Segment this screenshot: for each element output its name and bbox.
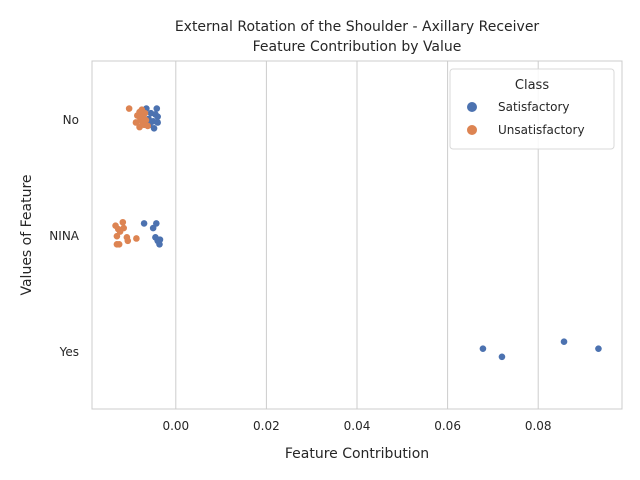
y-axis-label: Values of Feature — [19, 174, 35, 295]
point-satisfactory — [479, 345, 487, 352]
point-satisfactory — [153, 105, 161, 112]
point-satisfactory — [560, 338, 568, 346]
point-unsatisfactory — [125, 105, 133, 112]
point-unsatisfactory — [133, 235, 140, 242]
x-tick-label: 0.02 — [253, 419, 280, 433]
point-satisfactory — [498, 353, 506, 361]
y-tick-labels: No NINA Yes — [49, 113, 79, 359]
y-tick-label: Yes — [59, 345, 79, 359]
x-tick-label: 0.08 — [525, 419, 552, 433]
x-tick-labels: 0.00 0.02 0.04 0.06 0.08 — [162, 419, 551, 433]
legend-marker-unsatisfactory — [467, 125, 477, 135]
data-points — [112, 105, 602, 361]
point-unsatisfactory — [116, 228, 124, 235]
point-satisfactory — [149, 224, 157, 232]
legend-marker-satisfactory — [467, 102, 477, 112]
x-tick-label: 0.06 — [434, 419, 461, 433]
point-unsatisfactory — [113, 232, 121, 240]
chart-title: External Rotation of the Shoulder - Axil… — [175, 19, 540, 35]
point-satisfactory — [140, 220, 148, 227]
point-unsatisfactory — [144, 122, 152, 130]
point-unsatisfactory — [115, 240, 123, 248]
legend-label-unsatisfactory: Unsatisfactory — [498, 123, 585, 137]
legend-title: Class — [515, 78, 549, 93]
legend: Class Satisfactory Unsatisfactory — [449, 68, 615, 150]
point-unsatisfactory — [136, 123, 143, 131]
point-satisfactory — [156, 240, 163, 248]
legend-label-satisfactory: Satisfactory — [498, 100, 570, 114]
point-satisfactory — [595, 345, 602, 352]
point-unsatisfactory — [124, 237, 132, 245]
x-tick-label: 0.00 — [162, 419, 189, 433]
point-satisfactory — [154, 119, 161, 126]
legend-box — [449, 68, 615, 150]
point-satisfactory — [153, 220, 160, 227]
point-unsatisfactory — [132, 119, 140, 126]
point-satisfactory — [154, 113, 161, 120]
point-unsatisfactory — [119, 218, 127, 226]
chart-subtitle: Feature Contribution by Value — [253, 39, 462, 55]
point-satisfactory — [150, 124, 158, 132]
y-tick-label: No — [63, 113, 79, 127]
x-axis-label: Feature Contribution — [285, 446, 429, 462]
x-tick-label: 0.04 — [344, 419, 371, 433]
y-tick-label: NINA — [49, 229, 79, 243]
